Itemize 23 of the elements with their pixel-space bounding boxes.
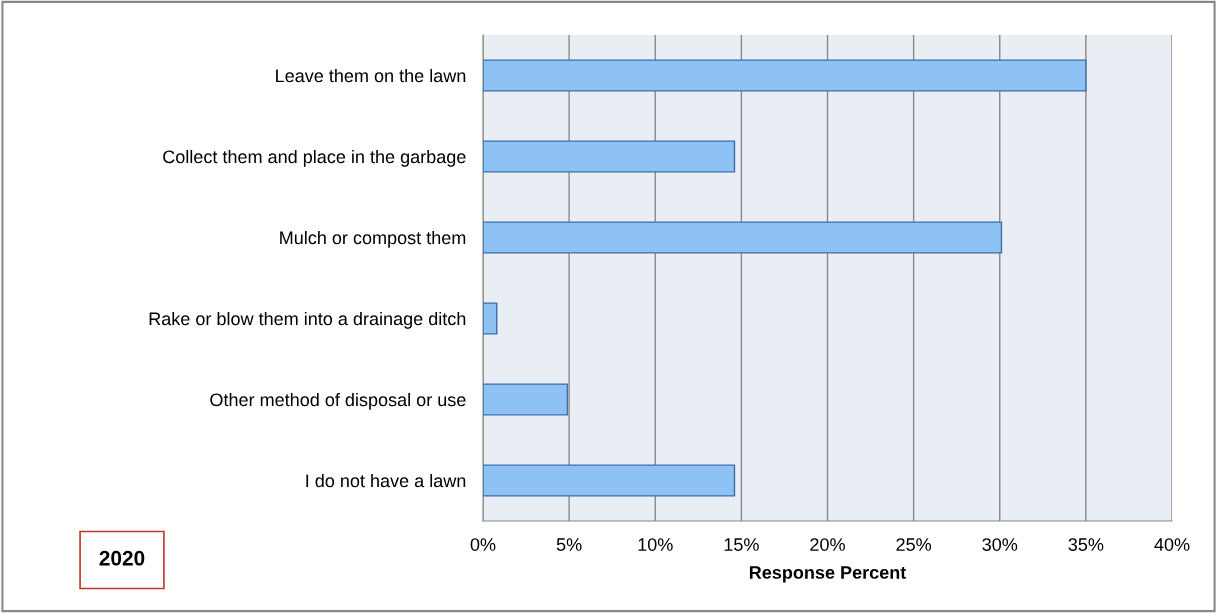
bar: [483, 302, 498, 335]
y-tick-label: Other method of disposal or use: [210, 392, 466, 410]
x-tick-label: 5%: [556, 538, 582, 551]
y-tick-label: Rake or blow them into a drainage ditch: [149, 311, 466, 329]
x-tick-label: 15%: [724, 538, 759, 551]
x-tick-label: 35%: [1068, 538, 1104, 551]
text: 2020: [99, 550, 145, 566]
bar: [483, 59, 1087, 92]
bar: [483, 140, 736, 173]
y-tick-label: I do not have a lawn: [306, 473, 466, 488]
y-tick-label: Collect them and place in the garbage: [163, 149, 466, 167]
x-tick-label: 0%: [470, 538, 496, 551]
bar: [483, 383, 569, 416]
x-tick-label: 25%: [896, 538, 932, 551]
y-tick-label: Mulch or compost them: [280, 230, 466, 248]
bar: [483, 221, 1003, 254]
x-tick-label: 40%: [1154, 538, 1190, 551]
y-tick-label: Leave them on the lawn: [276, 68, 466, 83]
x-tick-label: 30%: [982, 538, 1018, 551]
x-tick-label: 10%: [638, 538, 673, 551]
x-axis-title: Response Percent: [749, 566, 907, 583]
bar: [483, 464, 736, 497]
x-tick-label: 20%: [810, 538, 845, 551]
